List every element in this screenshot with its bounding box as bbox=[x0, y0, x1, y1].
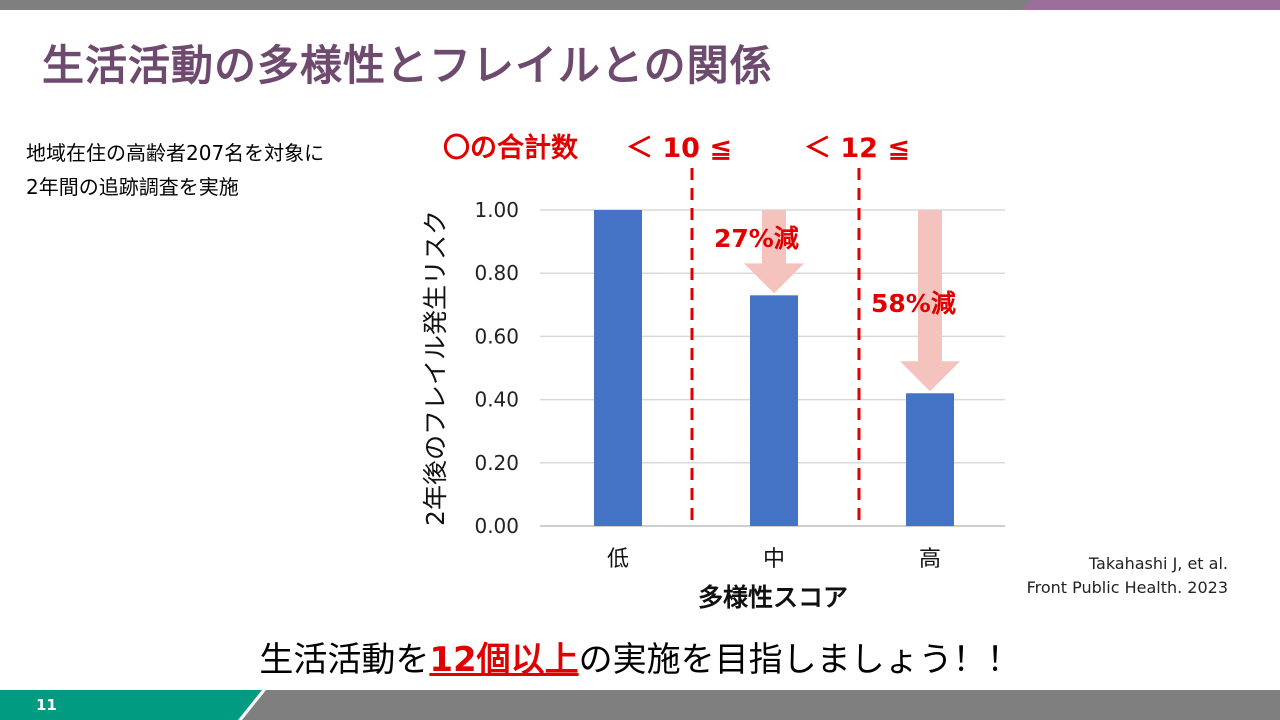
slide-title: 生活活動の多様性とフレイルとの関係 bbox=[42, 41, 773, 90]
page-number: 11 bbox=[36, 696, 57, 714]
top-bar bbox=[0, 0, 1280, 10]
footer-accent bbox=[0, 690, 262, 720]
reduction-arrow bbox=[744, 210, 804, 294]
bar-chart: 〇の合計数 ＜ 10 ≦ ＜ 12 ≦ 0.00 0.20 0.40 0.60 0.80… bbox=[421, 132, 1005, 612]
threshold-10: ＜ 10 ≦ bbox=[626, 133, 732, 164]
y-tick-label: 0.40 bbox=[474, 388, 519, 412]
bar bbox=[750, 295, 798, 526]
y-tick-label: 0.20 bbox=[474, 451, 519, 475]
bar bbox=[594, 210, 642, 526]
x-tick-label: 中 bbox=[763, 547, 785, 572]
bottom-message: 生活活動を12個以上の実施を目指しましょう！！ bbox=[0, 632, 1280, 681]
x-axis-label: 多様性スコア bbox=[698, 583, 848, 612]
y-tick-label: 0.60 bbox=[474, 324, 519, 348]
threshold-label: 〇の合計数 bbox=[443, 132, 579, 164]
annotation-27: 27%減 bbox=[714, 224, 799, 253]
message-before: 生活活動を bbox=[259, 640, 430, 680]
reduction-arrow bbox=[900, 210, 960, 392]
threshold-12: ＜ 12 ≦ bbox=[804, 133, 910, 164]
message-highlight: 12個以上 bbox=[429, 640, 579, 680]
message-after: の実施を目指しましょう！！ bbox=[578, 640, 1021, 680]
y-tick-label: 0.80 bbox=[474, 261, 519, 285]
intro-text: 地域在住の高齢者207名を対象に 2年間の追跡調査を実施 bbox=[26, 136, 324, 204]
y-tick-label: 1.00 bbox=[474, 198, 519, 222]
y-tick-label: 0.00 bbox=[474, 514, 519, 538]
intro-line: 地域在住の高齢者207名を対象に bbox=[26, 141, 325, 165]
y-axis-label: 2年後のフレイル発生リスク bbox=[421, 210, 450, 526]
x-tick-label: 低 bbox=[607, 547, 629, 572]
citation-line: Takahashi J, et al. bbox=[1088, 554, 1228, 573]
x-tick-label: 高 bbox=[919, 547, 941, 572]
citation-line: Front Public Health. 2023 bbox=[1026, 578, 1228, 597]
bar bbox=[906, 393, 954, 526]
annotation-58: 58%減 bbox=[871, 289, 956, 318]
intro-line: 2年間の追跡調査を実施 bbox=[26, 175, 239, 199]
citation: Takahashi J, et al. Front Public Health.… bbox=[1027, 552, 1228, 600]
top-accent bbox=[1020, 0, 1280, 10]
